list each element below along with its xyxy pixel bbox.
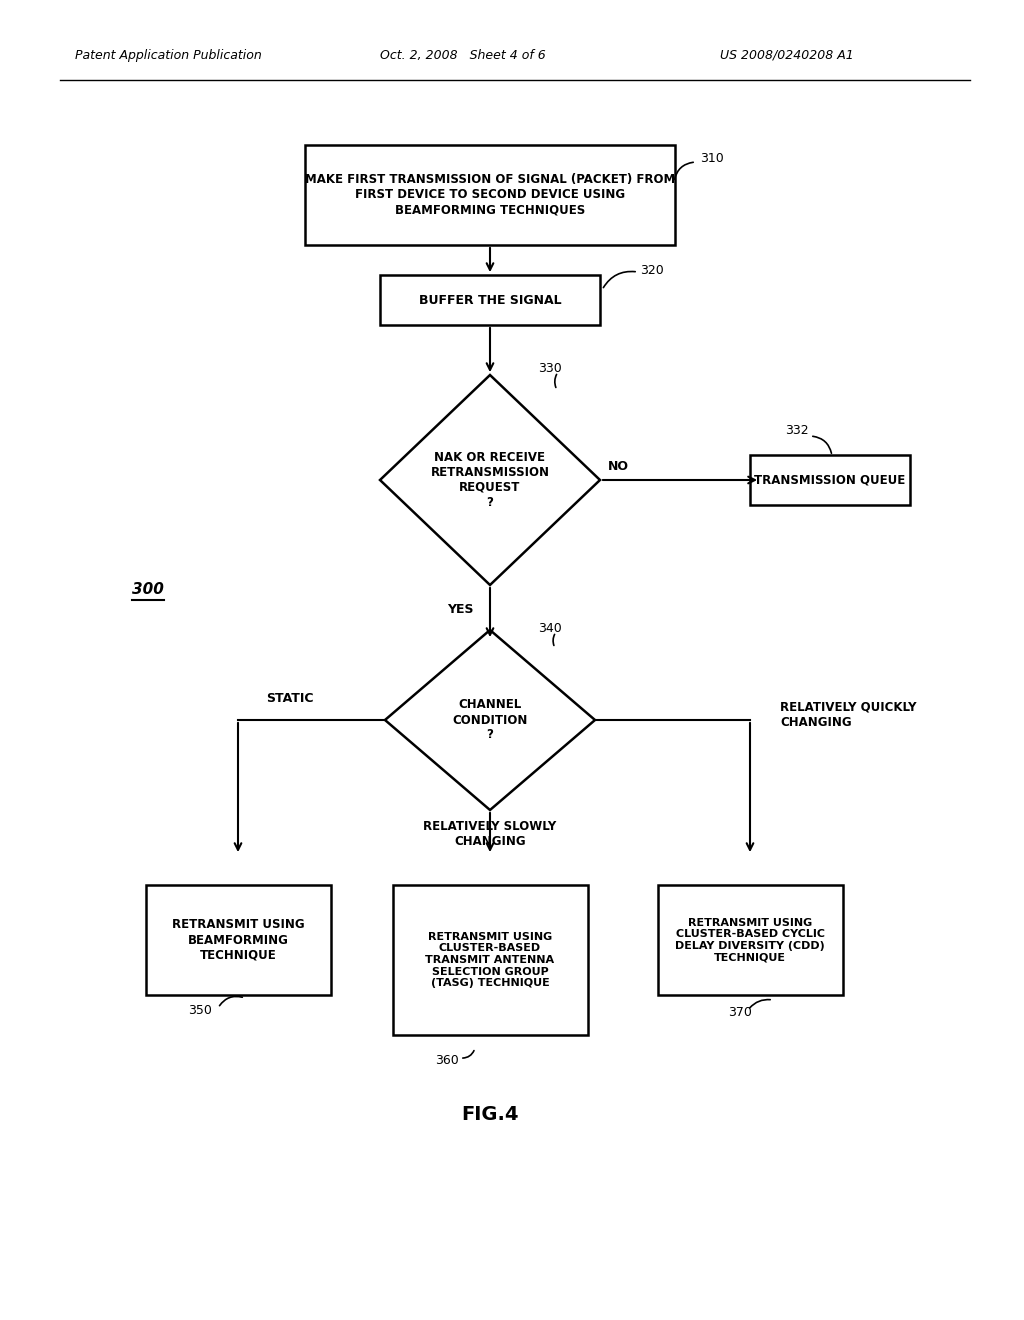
Text: RETRANSMIT USING
CLUSTER-BASED CYCLIC
DELAY DIVERSITY (CDD)
TECHNIQUE: RETRANSMIT USING CLUSTER-BASED CYCLIC DE…	[675, 917, 825, 962]
Text: 330: 330	[538, 362, 562, 375]
Text: FIG.4: FIG.4	[461, 1106, 519, 1125]
Text: CHANNEL
CONDITION
?: CHANNEL CONDITION ?	[453, 698, 527, 742]
FancyBboxPatch shape	[380, 275, 600, 325]
Text: 310: 310	[700, 152, 724, 165]
Text: NAK OR RECEIVE
RETRANSMISSION
REQUEST
?: NAK OR RECEIVE RETRANSMISSION REQUEST ?	[430, 451, 550, 510]
Text: 360: 360	[435, 1053, 459, 1067]
Text: TRANSMISSION QUEUE: TRANSMISSION QUEUE	[755, 474, 905, 487]
Text: 300: 300	[132, 582, 164, 598]
Text: 370: 370	[728, 1006, 752, 1019]
Text: 340: 340	[538, 622, 562, 635]
FancyBboxPatch shape	[392, 884, 588, 1035]
Text: RETRANSMIT USING
CLUSTER-BASED
TRANSMIT ANTENNA
SELECTION GROUP
(TASG) TECHNIQUE: RETRANSMIT USING CLUSTER-BASED TRANSMIT …	[425, 932, 555, 989]
Text: RELATIVELY QUICKLY
CHANGING: RELATIVELY QUICKLY CHANGING	[780, 701, 916, 729]
Text: RELATIVELY SLOWLY
CHANGING: RELATIVELY SLOWLY CHANGING	[423, 820, 557, 847]
Text: BUFFER THE SIGNAL: BUFFER THE SIGNAL	[419, 293, 561, 306]
Text: MAKE FIRST TRANSMISSION OF SIGNAL (PACKET) FROM
FIRST DEVICE TO SECOND DEVICE US: MAKE FIRST TRANSMISSION OF SIGNAL (PACKE…	[305, 173, 675, 216]
Text: YES: YES	[446, 603, 473, 616]
Text: RETRANSMIT USING
BEAMFORMING
TECHNIQUE: RETRANSMIT USING BEAMFORMING TECHNIQUE	[172, 919, 304, 961]
Text: 320: 320	[640, 264, 664, 276]
Text: 350: 350	[188, 1003, 212, 1016]
Polygon shape	[380, 375, 600, 585]
FancyBboxPatch shape	[305, 145, 675, 246]
Text: US 2008/0240208 A1: US 2008/0240208 A1	[720, 49, 854, 62]
FancyBboxPatch shape	[145, 884, 331, 995]
FancyBboxPatch shape	[750, 455, 910, 506]
Text: Patent Application Publication: Patent Application Publication	[75, 49, 262, 62]
Text: NO: NO	[608, 459, 629, 473]
Text: Oct. 2, 2008   Sheet 4 of 6: Oct. 2, 2008 Sheet 4 of 6	[380, 49, 546, 62]
Text: STATIC: STATIC	[266, 692, 313, 705]
Text: 332: 332	[785, 424, 809, 437]
Polygon shape	[385, 630, 595, 810]
FancyBboxPatch shape	[657, 884, 843, 995]
